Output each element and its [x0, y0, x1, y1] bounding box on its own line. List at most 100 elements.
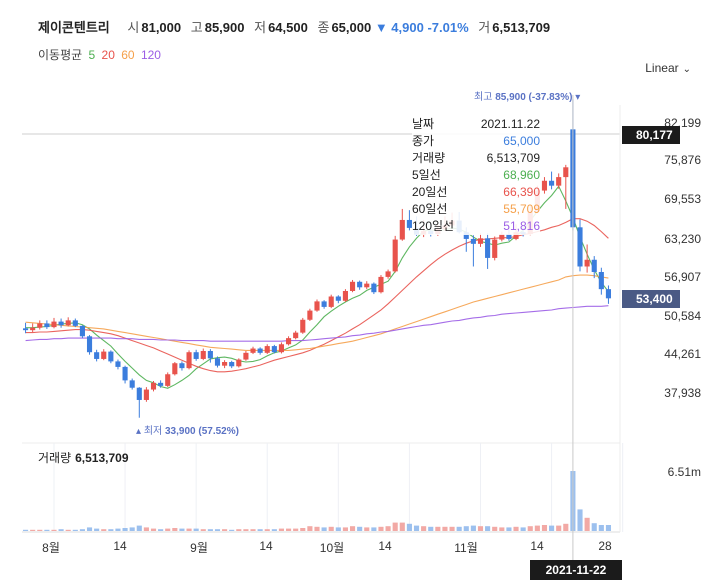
candle-body — [271, 346, 277, 353]
tooltip-row-ma120: 120일선 51,816 — [412, 219, 540, 233]
volume-bar — [385, 526, 391, 531]
volume-bar — [271, 529, 277, 531]
x-tick-label: 14 — [113, 539, 127, 553]
volume-bar — [513, 526, 519, 531]
tooltip: 날짜 2021.11.22 종가 65,000 거래량 6,513,709 5일선 68… — [412, 116, 540, 235]
volume-bar — [463, 526, 469, 531]
candle-body — [513, 232, 519, 239]
candle-body — [556, 177, 562, 186]
candle-body — [58, 321, 64, 326]
candle-body — [229, 362, 235, 367]
scale-dropdown[interactable]: Linear ⌄ — [645, 61, 691, 75]
volume-bar — [378, 526, 384, 531]
volume-bar — [413, 525, 420, 531]
x-tick-label: 14 — [530, 539, 544, 553]
volume-bar — [549, 525, 555, 531]
ma-legend-20[interactable]: 20 — [101, 48, 115, 62]
high-value: 85,900 — [204, 20, 245, 35]
candle-body — [364, 283, 370, 288]
ma-legend-5[interactable]: 5 — [88, 48, 96, 62]
volume-bar — [506, 527, 512, 531]
candle-body — [385, 271, 391, 277]
stock-header: 제이콘텐트리 시 81,000 고 85,900 저 64,500 종 65,000 ▼… — [38, 17, 550, 36]
candle-body — [236, 359, 242, 367]
volume-bar — [314, 526, 320, 531]
volume-bar — [207, 529, 213, 531]
ma-legend-120[interactable]: 120 — [140, 48, 161, 62]
x-tick-label: 28 — [598, 539, 612, 553]
volume-bar — [30, 529, 36, 531]
volume-bar — [428, 526, 434, 531]
candle-body — [371, 283, 377, 293]
volume-bar — [51, 529, 57, 531]
volume-bar — [349, 526, 356, 531]
ma-legend: 이동평균 5 20 60 120 — [38, 46, 164, 63]
chevron-down-icon: ⌄ — [682, 64, 691, 75]
candle-body — [115, 361, 121, 367]
candle-body — [207, 350, 213, 359]
volume-bar — [584, 517, 590, 531]
candle-body — [143, 389, 149, 400]
x-tick-label: 9월 — [190, 541, 208, 555]
volume-bar — [179, 528, 185, 531]
volume-bar — [165, 528, 171, 531]
candle-body — [101, 351, 107, 359]
volume-bar — [150, 528, 157, 531]
candle-body — [293, 332, 299, 339]
candle-body — [172, 363, 178, 375]
tooltip-row-date: 날짜 2021.11.22 — [412, 117, 540, 131]
max-prefix: 최고 — [474, 92, 493, 103]
candle-body — [492, 239, 498, 258]
candle-body — [349, 281, 356, 291]
x-tick-label: 14 — [378, 539, 392, 553]
volume-bar — [136, 525, 142, 531]
candle-body — [549, 180, 555, 186]
change-value: ▼ 4,900 — [374, 20, 424, 35]
volume-bar — [342, 527, 348, 531]
volume-bar — [520, 527, 526, 531]
tooltip-row-ma5: 5일선 68,960 — [412, 168, 540, 182]
ma-legend-60[interactable]: 60 — [121, 48, 135, 62]
low-label: 저 — [254, 20, 267, 35]
candle-body — [65, 320, 71, 326]
y-tick-label: 50,584 — [664, 309, 701, 323]
volume-value: 6,513,709 — [492, 20, 551, 35]
y-tick-label: 56,907 — [664, 270, 701, 284]
y-tick-label: 44,261 — [664, 347, 701, 361]
tooltip-row-volume: 거래량 6,513,709 — [412, 151, 540, 165]
volume-bar — [79, 529, 85, 531]
volume-bar — [328, 526, 334, 531]
candle-body — [541, 180, 548, 191]
candle-body — [86, 336, 93, 353]
candle-body — [563, 167, 569, 178]
candle-body — [399, 219, 405, 240]
volume-bar — [65, 529, 71, 531]
volume-bar — [357, 526, 363, 531]
volume-bar — [307, 526, 313, 531]
candle-body — [243, 352, 249, 360]
candle-body — [591, 259, 597, 273]
candle-body — [165, 374, 171, 386]
volume-bar — [72, 529, 78, 531]
volume-bar — [158, 529, 164, 531]
volume-bar — [22, 529, 29, 531]
volume-bar — [563, 523, 569, 531]
ma-legend-title: 이동평균 — [38, 48, 83, 62]
y-tick-label: 69,553 — [664, 192, 701, 206]
candle-body — [158, 382, 164, 386]
candle-body — [250, 348, 256, 353]
candle-body — [470, 238, 476, 244]
candle-body — [222, 362, 228, 366]
candle-body — [129, 380, 135, 388]
volume-bar — [108, 529, 114, 531]
volume-bar — [541, 525, 548, 531]
volume-bar — [229, 529, 235, 531]
close-value: 65,000 — [331, 20, 372, 35]
candle-body — [307, 310, 313, 320]
candle-body — [94, 352, 100, 359]
volume-bar — [44, 529, 50, 531]
volume-bar — [399, 522, 405, 531]
candle-body — [406, 219, 412, 228]
volume-bar — [371, 527, 377, 531]
